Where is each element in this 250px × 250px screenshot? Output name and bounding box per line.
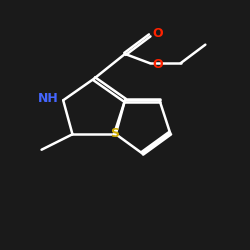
Text: NH: NH <box>38 92 58 105</box>
Text: O: O <box>153 27 164 40</box>
Text: S: S <box>110 126 119 140</box>
Text: O: O <box>153 58 164 71</box>
